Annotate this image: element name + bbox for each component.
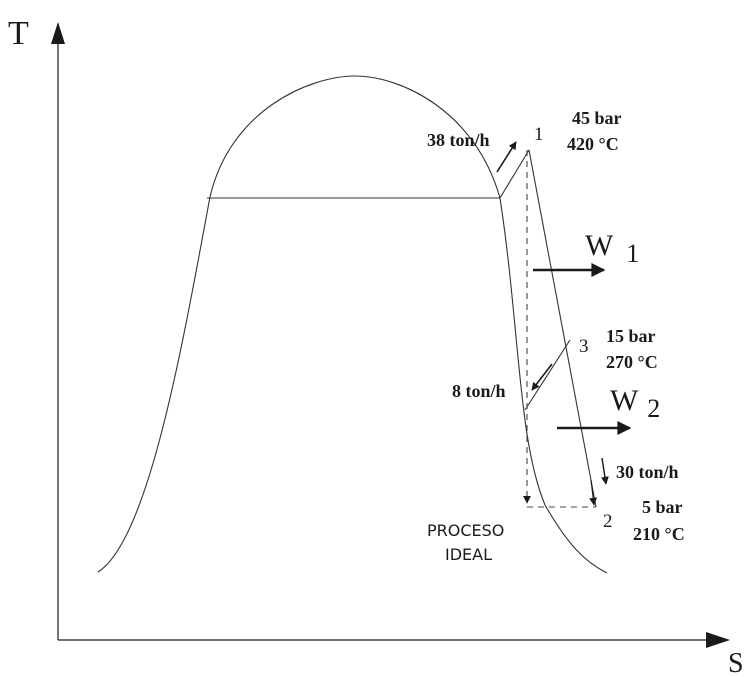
work-2-letter: W bbox=[610, 384, 639, 417]
point-3-pressure: 15 bar bbox=[606, 326, 656, 346]
point-2-number: 2 bbox=[603, 511, 613, 532]
work-2-label: W 2 bbox=[610, 384, 660, 423]
extraction-flow-label: 8 ton/h bbox=[452, 381, 506, 401]
work-1-letter: W bbox=[585, 229, 614, 262]
x-axis-label: S bbox=[728, 648, 744, 677]
superheat-line bbox=[499, 149, 530, 199]
y-axis-arrowhead bbox=[51, 22, 65, 44]
y-axis-label: T bbox=[8, 15, 29, 52]
real-process bbox=[499, 149, 597, 508]
x-axis-arrowhead bbox=[706, 632, 730, 648]
real-expansion-arrow bbox=[589, 479, 598, 506]
point-2-temperature: 210 °C bbox=[633, 524, 685, 544]
work-2-subscript: 2 bbox=[647, 394, 660, 423]
point-3-temperature: 270 °C bbox=[606, 352, 658, 372]
saturation-dome bbox=[97, 75, 608, 574]
point-1-pressure: 45 bar bbox=[572, 108, 622, 128]
inlet-flow-label: 38 ton/h bbox=[427, 130, 490, 150]
ideal-process-label-line1: PROCESO bbox=[427, 521, 504, 540]
point-3-number: 3 bbox=[579, 336, 589, 357]
work-1-subscript: 1 bbox=[626, 239, 639, 268]
ideal-process bbox=[523, 150, 596, 508]
outlet-flow-label: 30 ton/h bbox=[616, 462, 679, 482]
point-1-temperature: 420 °C bbox=[567, 134, 619, 154]
point-1-number: 1 bbox=[534, 124, 544, 145]
inlet-flow-arrow bbox=[496, 141, 517, 173]
expansion-line-1-2 bbox=[528, 149, 597, 508]
axes: T S bbox=[8, 15, 744, 677]
isobar-15bar bbox=[524, 339, 571, 411]
outlet-flow-arrow bbox=[600, 457, 609, 485]
point-2-pressure: 5 bar bbox=[642, 497, 683, 517]
ideal-process-label-line2: IDEAL bbox=[445, 545, 492, 564]
work-1-label: W 1 bbox=[585, 229, 639, 268]
extraction-flow-arrow bbox=[531, 363, 553, 391]
